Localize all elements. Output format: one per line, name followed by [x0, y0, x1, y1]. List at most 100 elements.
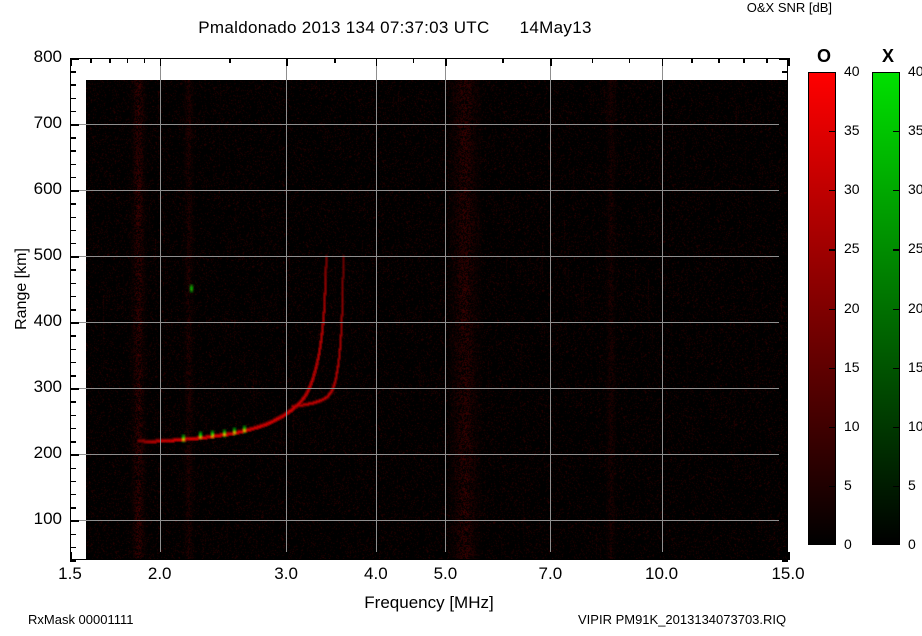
x-tick-minor-top [109, 58, 111, 63]
x-tick-major [70, 552, 72, 560]
y-tick-minor [70, 427, 76, 430]
y-tick-minor-right [782, 150, 788, 152]
y-tick-minor-right [782, 229, 788, 232]
gridline-vertical [159, 58, 161, 560]
gridline-vertical [375, 58, 377, 560]
x-tick-minor [229, 555, 231, 560]
y-tick-minor-right [782, 97, 788, 100]
y-tick-minor-right [782, 533, 788, 536]
gridline-horizontal [70, 454, 788, 456]
colorbar-o-ticklabel: 20 [844, 299, 860, 316]
x-tick-major [375, 552, 378, 560]
y-tick-minor-right [782, 176, 788, 179]
colorbar-x-tick [893, 426, 900, 428]
x-tick-major-top [661, 58, 664, 66]
y-tick-minor [70, 282, 76, 285]
x-tick-minor [143, 555, 146, 560]
y-tick-minor-right [782, 480, 788, 483]
x-tick-major-top [286, 58, 288, 66]
x-tick-minor [766, 555, 768, 560]
y-tick-minor-right [782, 203, 788, 205]
y-tick-minor-right [782, 71, 788, 73]
colorbar-x-ticklabel: 0 [908, 536, 916, 552]
colorbar-x-ticklabel: 30 [908, 181, 922, 198]
colorbar-x-ticklabel: 5 [908, 476, 916, 493]
y-tick-major-right [779, 256, 788, 258]
colorbar-o-ticklabel: 25 [844, 240, 860, 257]
x-tick-minor-top [591, 58, 594, 63]
y-tick-minor [70, 242, 76, 245]
y-tick-minor [70, 441, 76, 443]
colorbar-o-tick [829, 308, 836, 310]
y-tick-minor-right [782, 137, 788, 139]
x-tick-minor [109, 555, 111, 560]
colorbar-x-tick [893, 131, 900, 133]
colorbar-o-ticklabel: 15 [844, 358, 860, 375]
y-tick-minor-right [782, 493, 788, 496]
y-tick-label: 100 [33, 509, 62, 529]
x-tick-minor-top [628, 58, 631, 63]
y-tick-major [70, 454, 79, 456]
y-tick-minor [70, 493, 76, 496]
gridline-horizontal [70, 256, 788, 258]
colorbar-group-label: O&X SNR [dB] [746, 0, 832, 15]
colorbar-x-ticklabel: 40 [908, 63, 922, 79]
colorbar-x-ticklabel: 15 [908, 358, 922, 375]
y-tick-minor-right [782, 309, 788, 311]
y-tick-minor [70, 401, 76, 403]
y-tick-minor [70, 176, 76, 179]
x-tick-minor-top [691, 58, 693, 63]
colorbar-x-tick [893, 367, 900, 369]
colorbar-x-ticklabel: 10 [908, 417, 922, 434]
x-tick-minor [743, 555, 745, 560]
colorbar-x-tick [893, 190, 900, 192]
y-tick-major-right [779, 520, 788, 522]
colorbar-o-tick [829, 131, 836, 133]
colorbar-o-title: O [816, 46, 831, 66]
y-tick-minor [70, 216, 76, 219]
y-tick-minor-right [782, 427, 788, 430]
gridline-horizontal [70, 322, 788, 324]
y-tick-label: 300 [33, 377, 62, 397]
colorbar-o-ticklabel: 30 [844, 181, 860, 198]
x-tick-minor-top [766, 58, 768, 63]
y-tick-minor [70, 533, 76, 536]
colorbar-o-tick [829, 426, 836, 428]
y-tick-major-right [779, 190, 788, 192]
x-tick-minor [691, 555, 693, 560]
y-tick-minor-right [782, 560, 788, 562]
colorbar-o-ticklabel: 40 [844, 63, 860, 79]
x-tick-major [159, 552, 162, 560]
y-tick-minor [70, 229, 76, 232]
y-tick-label: 600 [33, 179, 62, 199]
y-tick-minor-right [782, 335, 788, 337]
y-tick-minor [70, 71, 76, 73]
y-tick-minor-right [782, 546, 788, 549]
x-tick-minor-top [412, 58, 415, 63]
y-tick-label: 200 [33, 443, 62, 463]
gridline-vertical [550, 58, 552, 560]
x-tick-minor-top [718, 58, 720, 63]
ionogram-canvas[interactable] [86, 80, 787, 559]
y-tick-minor [70, 467, 76, 470]
y-tick-minor [70, 375, 76, 377]
y-tick-minor-right [782, 84, 788, 86]
y-tick-major-right [779, 322, 788, 324]
x-tick-major [550, 552, 552, 560]
y-tick-major [70, 520, 79, 522]
y-tick-minor [70, 269, 76, 271]
y-tick-minor [70, 203, 76, 205]
y-tick-minor [70, 507, 76, 509]
x-tick-major [286, 552, 288, 560]
page-title: Pmaldonado 2013 134 07:37:03 UTC 14May13 [198, 18, 592, 37]
x-tick-minor [90, 555, 92, 560]
y-tick-minor [70, 335, 76, 337]
y-tick-minor [70, 163, 76, 166]
x-tick-minor [591, 555, 594, 560]
colorbar-o-ticklabel: 5 [844, 476, 852, 493]
gridline-horizontal [70, 190, 788, 192]
y-tick-minor-right [782, 507, 788, 509]
colorbar-o-tick [829, 367, 836, 369]
source-file-label: VIPIR PM91K_2013134073703.RIQ [578, 612, 787, 627]
y-tick-major [70, 256, 79, 258]
